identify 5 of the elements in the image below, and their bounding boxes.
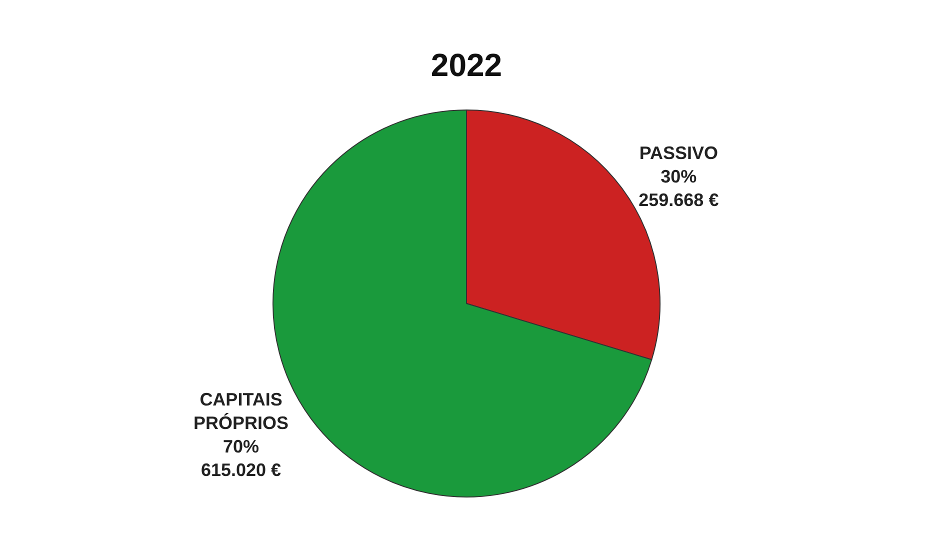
data-label: 70% 615.020 € bbox=[200, 436, 282, 480]
slice-label: PASSIVO bbox=[639, 142, 718, 163]
slice-label: CAPITAIS PRÓPRIOS bbox=[194, 390, 289, 434]
chart-title: 2022 bbox=[430, 47, 502, 84]
data-label: 30% 259.668 € bbox=[638, 166, 719, 210]
